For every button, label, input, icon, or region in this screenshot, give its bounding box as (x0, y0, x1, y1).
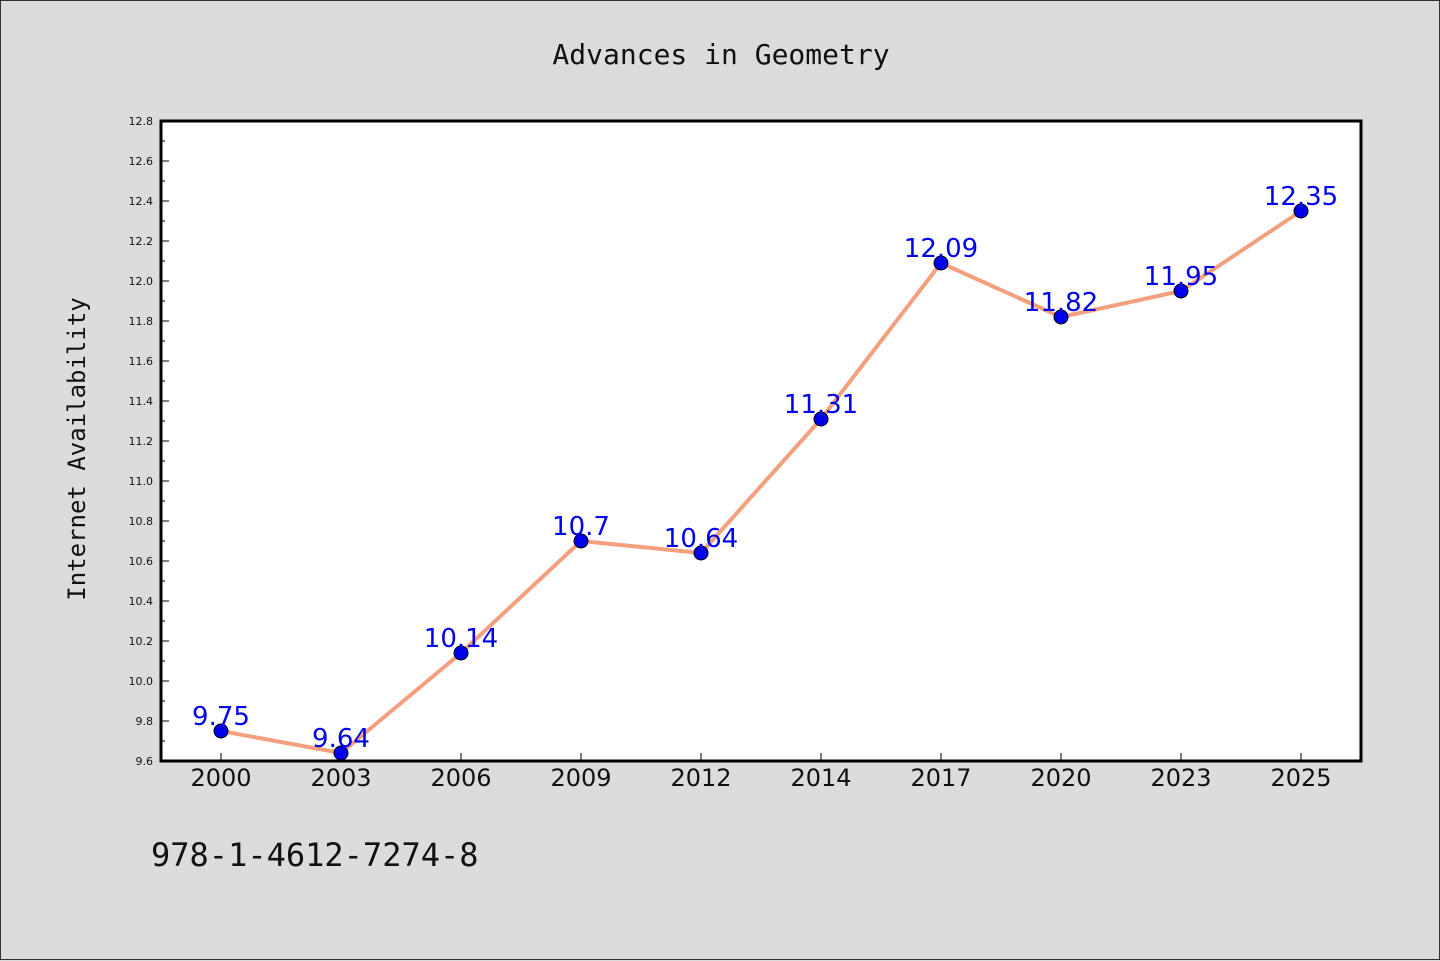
y-tick-label: 11.2 (129, 435, 154, 448)
y-axis: 9.6 9.8 10.0 10.2 10.4 10.6 10.8 11.0 11.2 11.4 11… (129, 115, 169, 768)
data-label: 12.09 (904, 234, 978, 264)
x-tick-label: 2012 (670, 764, 731, 792)
y-tick-label: 11.6 (129, 355, 154, 368)
data-point (933, 255, 949, 271)
y-tick-label: 10.4 (129, 595, 154, 608)
y-axis-label: Internet Availability (63, 297, 91, 600)
x-tick-label: 2023 (1150, 764, 1211, 792)
data-point (1293, 203, 1309, 219)
y-tick-label: 12.8 (129, 115, 154, 128)
data-label: 11.31 (784, 390, 858, 420)
y-tick-label: 11.0 (129, 475, 154, 488)
x-axis: 2000 2003 2006 2009 2012 2014 2017 2020 2023 2025 (190, 753, 1332, 792)
series-polyline (220, 209, 1303, 755)
y-tick-label: 12.2 (129, 235, 154, 248)
x-tick-label: 2020 (1030, 764, 1091, 792)
plot-area (161, 121, 1361, 761)
x-tick-label: 2003 (310, 764, 371, 792)
y-tick-label: 10.0 (129, 675, 154, 688)
y-tick-label: 10.8 (129, 515, 154, 528)
chart-title: Advances in Geometry (552, 38, 889, 71)
data-point (693, 545, 709, 561)
x-tick-label: 2000 (190, 764, 251, 792)
series-line (213, 203, 1309, 761)
data-label: 11.95 (1144, 262, 1218, 292)
y-tick-label: 9.6 (136, 755, 154, 768)
x-tick-label: 2017 (910, 764, 971, 792)
y-tick-label: 10.6 (129, 555, 154, 568)
data-point (1053, 309, 1069, 325)
data-label: 10.14 (424, 624, 498, 654)
data-point (213, 723, 229, 739)
x-tick-label: 2025 (1270, 764, 1331, 792)
data-label: 12.35 (1264, 182, 1338, 212)
data-labels: 9.75 9.64 10.14 10.7 10.64 11.31 12.09 11.82 11.… (192, 182, 1338, 754)
y-tick-label: 12.0 (129, 275, 154, 288)
y-tick-label: 11.8 (129, 315, 154, 328)
data-point (813, 411, 829, 427)
x-tick-label: 2014 (790, 764, 851, 792)
data-label: 10.64 (664, 524, 738, 554)
y-tick-label: 10.2 (129, 635, 154, 648)
y-tick-label: 12.4 (129, 195, 154, 208)
data-label: 9.75 (192, 702, 250, 732)
y-tick-label: 11.4 (129, 395, 154, 408)
isbn-text: 978-1-4612-7274-8 (151, 836, 479, 874)
plot-border (159, 119, 1363, 763)
data-point (453, 645, 469, 661)
x-tick-label: 2006 (430, 764, 491, 792)
data-label: 10.7 (552, 512, 610, 542)
data-label: 11.82 (1024, 288, 1098, 318)
data-label: 9.64 (312, 724, 370, 754)
data-point (573, 533, 589, 549)
data-point (1173, 283, 1189, 299)
y-tick-label: 12.6 (129, 155, 154, 168)
x-tick-label: 2009 (550, 764, 611, 792)
y-tick-label: 9.8 (136, 715, 154, 728)
